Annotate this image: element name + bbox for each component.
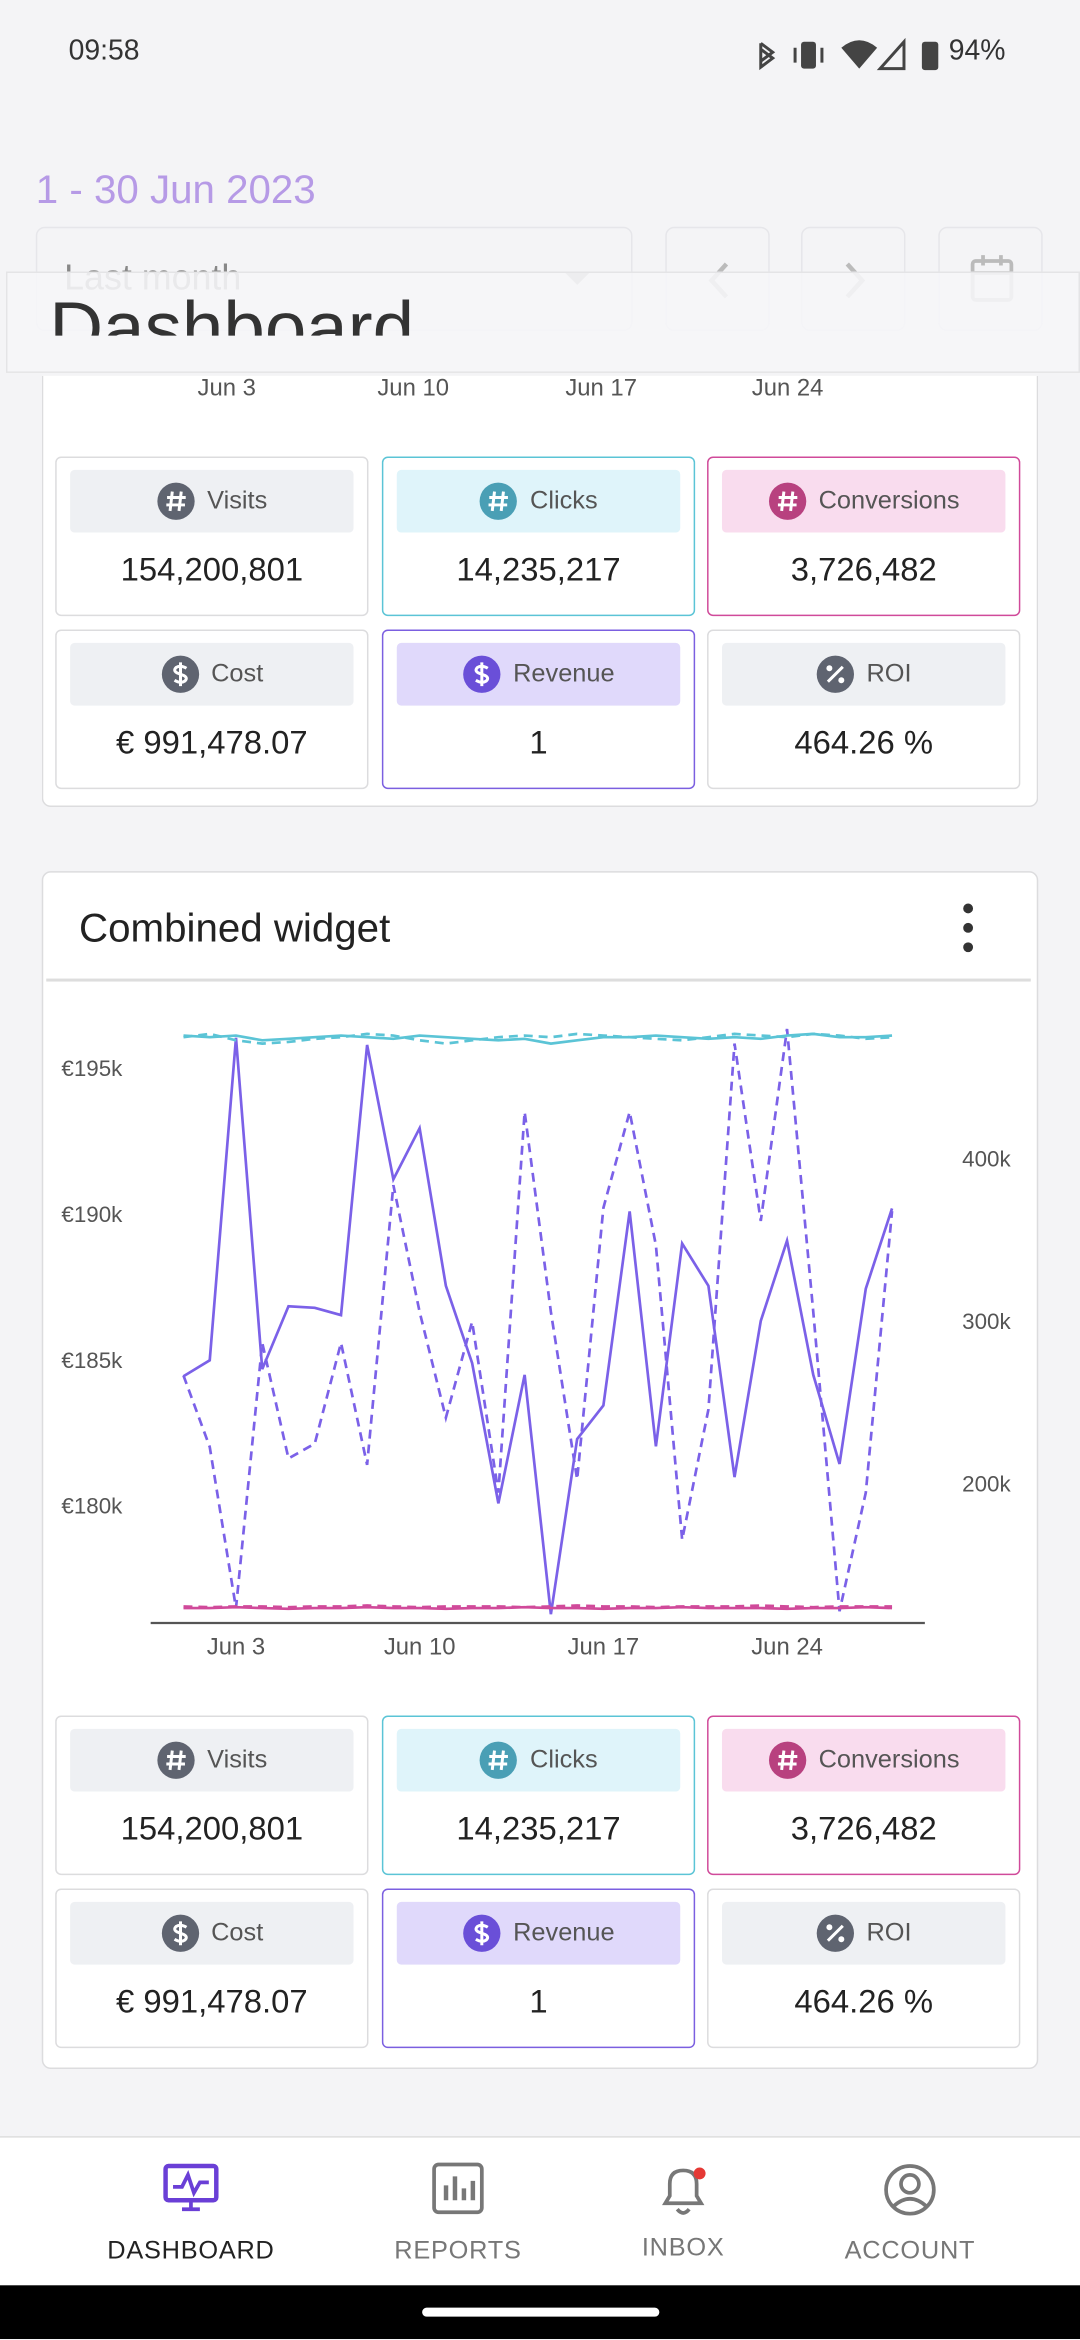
system-nav xyxy=(0,2285,1080,2340)
status-battery: 94% xyxy=(948,35,1006,68)
kpi-value: 154,200,801 xyxy=(120,550,304,588)
kpi-card[interactable]: Visits 154,200,801 xyxy=(55,1715,369,1876)
kpi-label-pill: ROI xyxy=(721,642,1006,706)
kpi-icon xyxy=(480,482,518,520)
kpi-card[interactable]: Revenue 1 xyxy=(381,629,696,790)
kpi-label: Conversions xyxy=(818,486,960,515)
kpi-label: ROI xyxy=(866,1918,912,1947)
kpi-label-pill: Visits xyxy=(70,1728,354,1792)
home-indicator[interactable] xyxy=(422,2307,660,2317)
kpi-label: ROI xyxy=(866,659,912,688)
kpi-label: Revenue xyxy=(513,1918,615,1947)
kpi-label: Conversions xyxy=(818,1745,960,1774)
kpi-card[interactable]: ROI 464.26 % xyxy=(707,629,1021,790)
kpi-label: Clicks xyxy=(530,486,598,515)
kpi-label: Revenue xyxy=(513,659,615,688)
kpi-card[interactable]: Conversions 3,726,482 xyxy=(707,456,1021,617)
kpi-icon xyxy=(161,655,199,693)
kpi-card[interactable]: Clicks 14,235,217 xyxy=(381,456,696,617)
kpi-card[interactable]: Revenue 1 xyxy=(381,1888,696,2049)
kpi-value: € 991,478.07 xyxy=(116,1982,308,2020)
kpi-card[interactable]: Cost € 991,478.07 xyxy=(55,629,369,790)
kpi-icon xyxy=(768,482,806,520)
nav-label[interactable]: INBOX xyxy=(641,2233,725,2262)
kpi-icon xyxy=(768,1741,806,1779)
kpi-label: Cost xyxy=(211,1918,264,1947)
kpi-icon xyxy=(161,1914,199,1952)
kpi-label: Clicks xyxy=(530,1745,598,1774)
widget-menu[interactable] xyxy=(953,900,983,960)
kpi-label-pill: Revenue xyxy=(396,642,681,706)
widget-title: Combined widget xyxy=(79,905,391,951)
kpi-icon xyxy=(463,655,501,693)
kpi-label: Visits xyxy=(207,1745,268,1774)
kpi-icon xyxy=(463,1914,501,1952)
kpi-label-pill: Conversions xyxy=(721,1728,1006,1792)
divider xyxy=(46,978,1031,981)
kpi-card[interactable]: Conversions 3,726,482 xyxy=(707,1715,1021,1876)
kpi-label-pill: Conversions xyxy=(721,469,1006,533)
nav-icon xyxy=(163,2163,219,2212)
kpi-card[interactable]: Visits 154,200,801 xyxy=(55,456,369,617)
kpi-label-pill: Cost xyxy=(70,642,354,706)
status-time: 09:58 xyxy=(68,35,140,68)
kpi-value: 1 xyxy=(529,1982,548,2020)
status-icons xyxy=(759,37,939,71)
kpi-label-pill: Clicks xyxy=(396,469,681,533)
kpi-value: 3,726,482 xyxy=(790,1809,937,1847)
kpi-label-pill: ROI xyxy=(721,1901,1006,1965)
kpi-value: 14,235,217 xyxy=(456,550,621,588)
kpi-label-pill: Visits xyxy=(70,469,354,533)
kpi-value: 1 xyxy=(529,723,548,761)
kpi-value: 3,726,482 xyxy=(790,550,937,588)
kpi-label-pill: Revenue xyxy=(396,1901,681,1965)
kpi-value: 14,235,217 xyxy=(456,1809,621,1847)
kpi-value: € 991,478.07 xyxy=(116,723,308,761)
kpi-icon xyxy=(480,1741,518,1779)
kpi-icon xyxy=(816,1914,854,1952)
kpi-card[interactable]: Clicks 14,235,217 xyxy=(381,1715,696,1876)
nav-icon xyxy=(432,2162,484,2215)
kpi-value: 154,200,801 xyxy=(120,1809,304,1847)
kpi-value: 464.26 % xyxy=(794,1982,934,2020)
kpi-label-pill: Clicks xyxy=(396,1728,681,1792)
nav-label[interactable]: ACCOUNT xyxy=(844,2236,976,2265)
title-bar: Dashboard xyxy=(5,271,1080,373)
kpi-value: 464.26 % xyxy=(794,723,934,761)
kpi-label-pill: Cost xyxy=(70,1901,354,1965)
kpi-label: Cost xyxy=(211,659,264,688)
bottom-nav: DASHBOARD REPORTS INBOX ACCOUNT xyxy=(0,2136,1080,2287)
nav-icon xyxy=(662,2167,706,2215)
nav-label[interactable]: DASHBOARD xyxy=(107,2236,275,2265)
kpi-icon xyxy=(816,655,854,693)
kpi-card[interactable]: ROI 464.26 % xyxy=(707,1888,1021,2049)
nav-icon xyxy=(884,2164,936,2216)
kpi-icon xyxy=(157,1741,195,1779)
nav-label[interactable]: REPORTS xyxy=(394,2236,522,2265)
kpi-label: Visits xyxy=(207,486,268,515)
date-range[interactable]: 1 - 30 Jun 2023 xyxy=(35,167,316,212)
kpi-icon xyxy=(157,482,195,520)
kpi-card[interactable]: Cost € 991,478.07 xyxy=(55,1888,369,2049)
